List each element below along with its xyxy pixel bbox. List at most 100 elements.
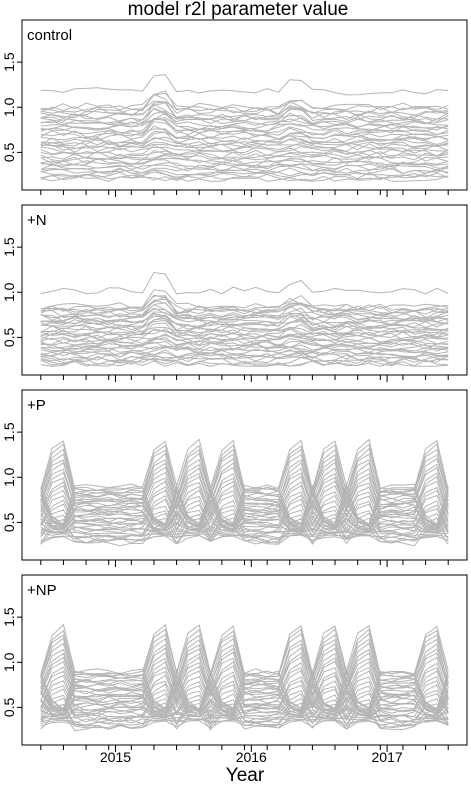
x-tick-label: 2015 [100,749,131,765]
series-line [40,354,449,363]
y-tick-label: 0.5 [1,512,17,532]
series-line [40,169,449,178]
y-tick-label: 1.5 [1,607,17,627]
series-group [40,271,449,367]
series-line [40,358,449,367]
series-line [40,333,449,346]
series-line [40,632,449,682]
series-line [40,130,449,144]
panel-0: control 0.5 1.0 1.5 [1,19,468,197]
series-line [40,136,449,148]
series-line [40,533,449,542]
series-line [40,295,449,315]
series-line [40,693,449,720]
series-line [40,173,449,182]
series-line [40,480,449,518]
series-line [40,289,449,310]
y-tick-label: 1.5 [1,422,17,442]
chart-title: model r2l parameter value [128,0,349,20]
series-line [40,688,449,718]
series-line [40,141,449,151]
series-line [40,117,449,134]
series-line [40,452,449,501]
series-line [40,322,449,337]
series-line [40,503,449,532]
panel-label: +P [27,397,46,414]
series-group [40,438,449,547]
series-line [40,646,449,692]
series-line [40,346,449,357]
series-line [40,304,449,321]
series-line [40,328,449,340]
series-line [40,526,449,535]
series-line [40,500,449,529]
series-group [40,74,449,182]
series-line [40,92,449,113]
series-line [40,312,449,329]
y-tick-label: 1.5 [1,52,17,72]
panel-label: control [27,27,72,44]
series-line [40,271,449,295]
series-line [40,700,449,718]
series-line [40,506,449,531]
series-line [40,680,449,713]
y-tick-label: 1.0 [1,97,17,117]
y-tick-label: 0.5 [1,327,17,347]
series-line [40,623,449,676]
series-line [40,150,449,159]
series-line [40,518,449,533]
y-tick-label: 0.5 [1,142,17,162]
series-line [40,171,449,180]
series-line [40,157,449,167]
series-line [40,295,449,314]
series-line [40,90,449,111]
y-tick-label: 1.0 [1,467,17,487]
y-tick-label: 0.5 [1,697,17,717]
panels: control0.51.01.5+N0.51.01.5+P0.51.01.5+N… [1,19,468,752]
series-line [40,294,449,312]
series-line [40,149,449,161]
series-line [40,341,449,350]
y-tick-label: 1.0 [1,282,17,302]
series-line [40,667,449,711]
panel-label: +NP [27,582,57,599]
series-line [40,711,449,720]
panel-2: +P 0.5 1.0 1.5 [1,389,468,567]
series-line [40,697,449,723]
series-line [40,93,449,115]
series-line [40,628,449,679]
series-line [40,482,449,526]
series-line [40,313,449,331]
series-line [40,718,449,725]
panel-3: +NP 0.5 1.0 1.5 [1,574,468,752]
series-line [40,512,449,532]
series-line [40,707,449,729]
y-tick-label: 1.5 [1,237,17,257]
series-line [40,107,449,125]
y-tick-label: 1.0 [1,652,17,672]
series-line [40,74,449,96]
x-tick-label: 2016 [236,749,267,765]
series-line [40,102,449,121]
panel-label: +N [27,212,47,229]
series-line [40,360,449,367]
series-group [40,623,449,732]
series-line [40,146,449,155]
x-axis: 2015 2016 2017 [100,749,403,765]
series-line [40,688,449,715]
series-line [40,349,449,360]
x-tick-label: 2017 [372,749,403,765]
series-line [40,489,449,523]
series-line [40,656,449,698]
x-axis-label: Year [226,765,265,786]
series-line [40,714,449,721]
series-line [40,438,449,491]
series-line [40,100,449,116]
series-line [40,125,449,142]
panel-1: +N 0.5 1.0 1.5 [1,204,468,382]
series-line [40,112,449,130]
series-line [40,517,449,541]
series-line [40,308,449,323]
series-line [40,128,449,140]
